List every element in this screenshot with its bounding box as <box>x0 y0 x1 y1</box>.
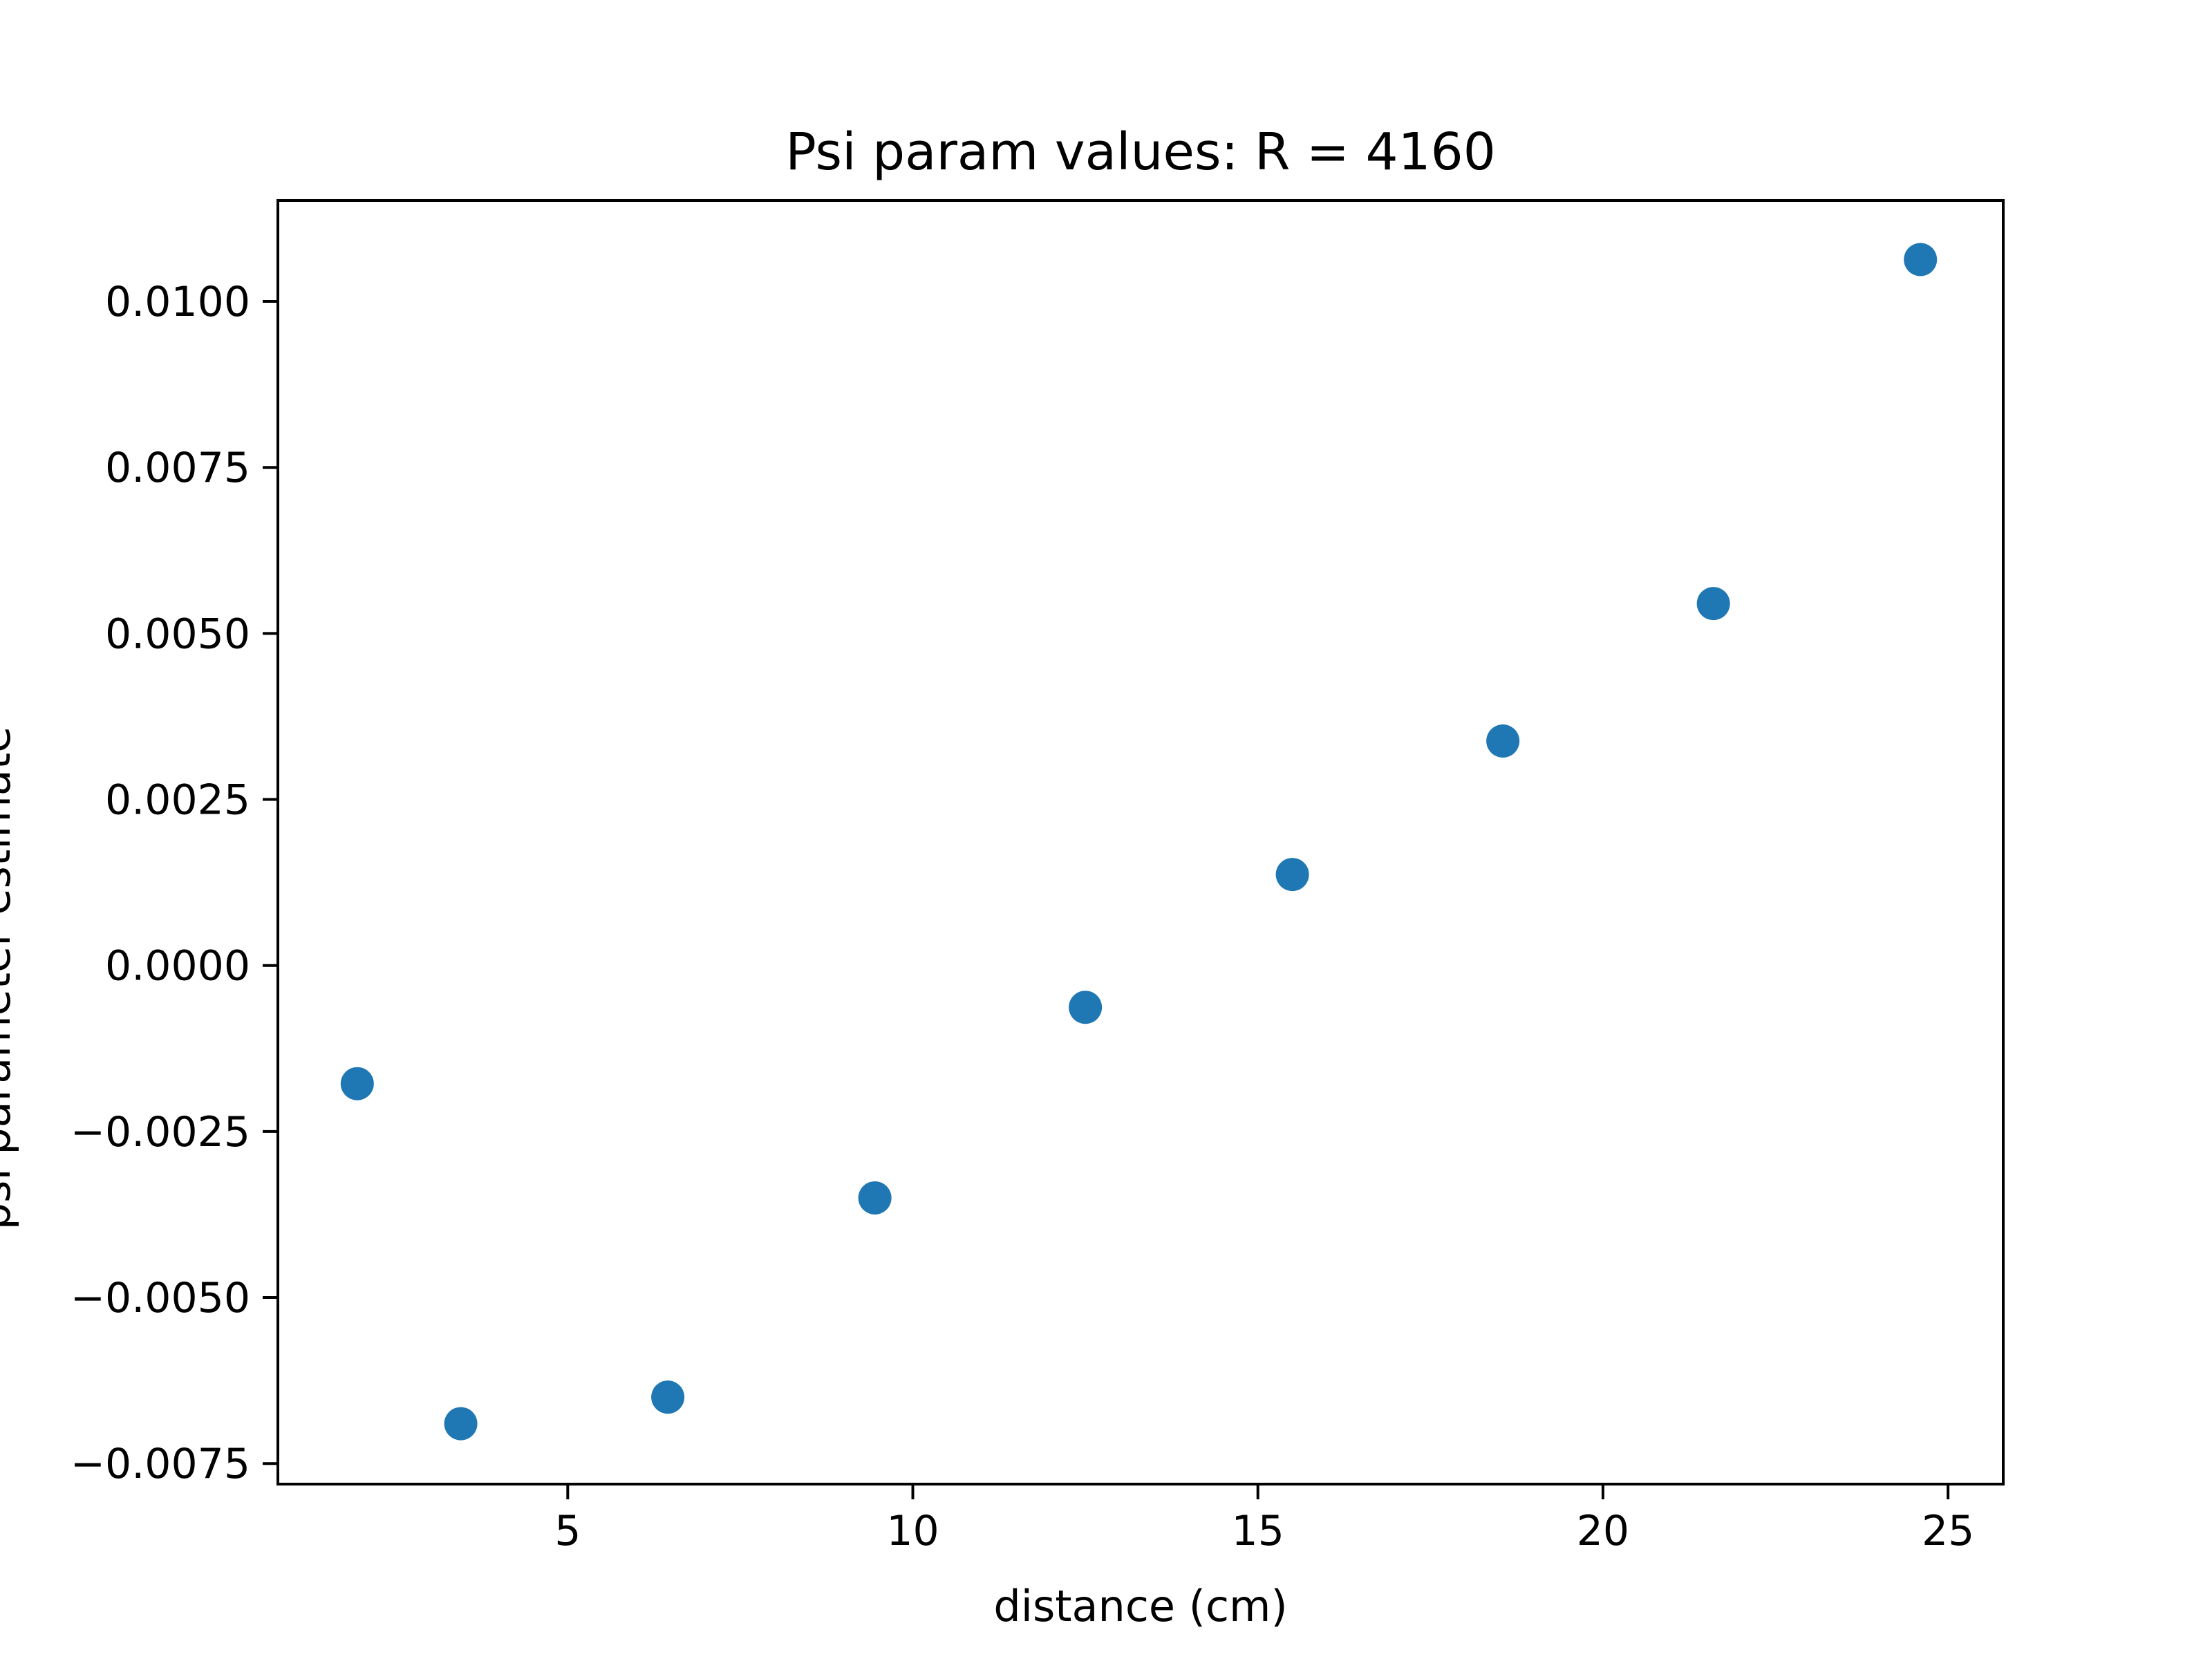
y-tick-label: 0.0025 <box>105 776 250 825</box>
y-tick-label: 0.0100 <box>105 278 250 326</box>
x-tick-label: 20 <box>1577 1507 1629 1555</box>
x-tick-label: 5 <box>554 1507 581 1555</box>
data-point <box>1275 858 1309 892</box>
y-tick-label: 0.0075 <box>105 444 250 492</box>
y-tick-label: −0.0025 <box>71 1108 250 1156</box>
y-tick-label: 0.0050 <box>105 610 250 658</box>
data-point <box>858 1181 892 1215</box>
plot-area-frame <box>276 199 2005 1485</box>
chart-title: Psi param values: R = 4160 <box>785 122 1496 182</box>
data-points <box>340 243 1938 1441</box>
data-point <box>1696 587 1730 621</box>
y-tick-label: 0.0000 <box>105 942 250 991</box>
data-point <box>1069 991 1103 1024</box>
data-point <box>340 1067 374 1100</box>
x-tick-label: 15 <box>1232 1507 1284 1555</box>
y-axis-ticks: −0.0075 −0.0050 −0.0025 0.0000 0.0025 0.0050 0… <box>71 278 278 1488</box>
x-axis-label: distance (cm) <box>993 1581 1287 1631</box>
y-tick-label: −0.0050 <box>71 1274 250 1322</box>
x-tick-label: 10 <box>886 1507 939 1555</box>
y-tick-label: −0.0075 <box>71 1440 250 1488</box>
x-tick-label: 25 <box>1922 1507 1974 1555</box>
data-point <box>651 1380 685 1414</box>
x-axis-ticks: 5 10 15 20 25 <box>554 1484 1974 1555</box>
y-axis-label: psi parameter estimate <box>0 727 20 1230</box>
data-point <box>1486 724 1520 758</box>
data-point <box>444 1407 478 1441</box>
data-point <box>1904 243 1938 276</box>
